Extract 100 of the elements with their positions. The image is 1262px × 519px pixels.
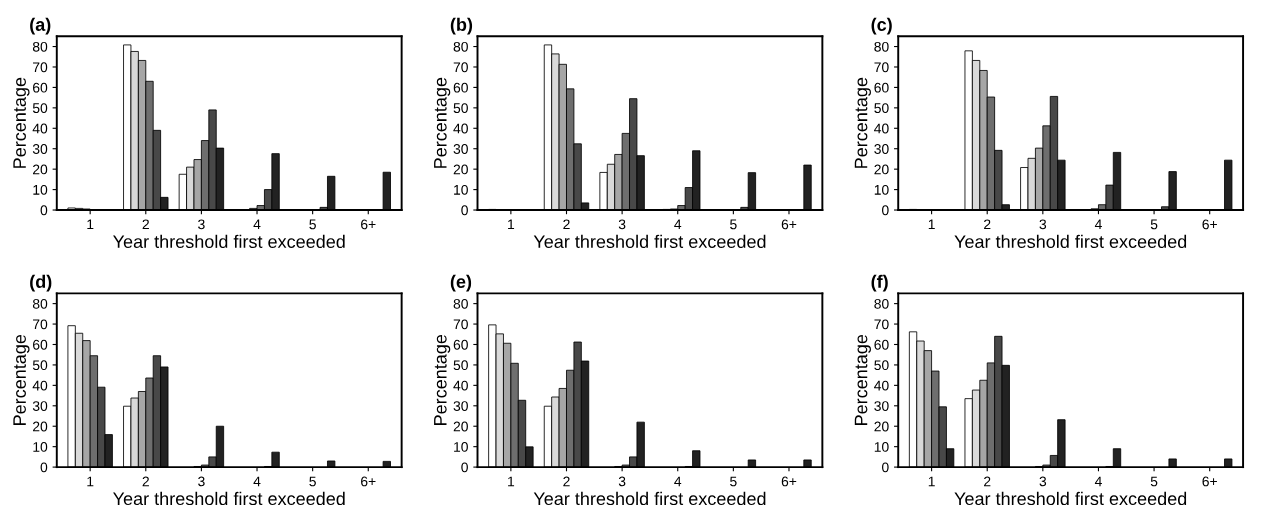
- x-axis-title: Year threshold first exceeded: [954, 491, 1187, 506]
- y-tick-label: 70: [33, 62, 48, 73]
- x-tick-label: 5: [1150, 219, 1158, 230]
- y-tick-label: 70: [33, 319, 48, 330]
- y-tick-label: 10: [454, 184, 468, 195]
- x-tick-label: 2: [984, 476, 991, 487]
- x-tick-label: 1: [508, 219, 515, 230]
- x-tick-label: 6+: [361, 476, 376, 487]
- y-tick-label: 50: [32, 103, 48, 114]
- chart-title: (c): [871, 17, 892, 35]
- x-tick-label: 4: [1094, 219, 1102, 230]
- y-axis-title: Percentage: [854, 334, 871, 425]
- y-tick-label: 40: [32, 123, 48, 134]
- x-tick-label: 5: [309, 476, 316, 487]
- y-tick-label: 50: [453, 103, 468, 114]
- x-tick-label: 2: [142, 476, 149, 487]
- y-axis-title: Percentage: [434, 77, 451, 168]
- x-tick-label: 6+: [361, 219, 376, 230]
- x-tick-label: 2: [142, 219, 149, 230]
- y-tick-label: 10: [874, 442, 889, 452]
- x-tick-label: 6+: [781, 476, 797, 487]
- y-tick-label: 70: [453, 62, 468, 73]
- x-tick-label: 4: [674, 219, 682, 230]
- y-tick-label: 80: [874, 298, 889, 309]
- y-tick-label: 50: [453, 360, 468, 371]
- y-tick-label: 80: [874, 41, 889, 52]
- x-tick-label: 3: [198, 476, 205, 487]
- y-tick-label: 20: [453, 164, 468, 175]
- y-tick-label: 40: [874, 123, 889, 134]
- y-axis-title: Percentage: [434, 334, 451, 425]
- y-tick-label: 40: [453, 123, 468, 134]
- y-tick-label: 0: [40, 205, 48, 216]
- x-tick-label: 6+: [1202, 219, 1217, 230]
- x-tick-label: 1: [87, 476, 94, 487]
- y-tick-label: 60: [33, 339, 48, 350]
- y-tick-label: 60: [453, 339, 468, 350]
- x-tick-label: 5: [730, 476, 737, 487]
- x-tick-label: 3: [198, 219, 205, 230]
- chart-title: (f): [871, 274, 888, 292]
- y-tick-label: 20: [874, 421, 889, 432]
- x-axis-title: Year threshold first exceeded: [533, 491, 766, 506]
- y-tick-label: 60: [33, 82, 48, 93]
- y-tick-label: 10: [33, 442, 48, 452]
- x-tick-label: 4: [1094, 476, 1102, 487]
- y-tick-label: 60: [453, 82, 468, 93]
- y-tick-label: 50: [874, 360, 889, 371]
- chart-title: (e): [450, 274, 472, 292]
- x-axis-title: Year threshold first exceeded: [533, 234, 766, 249]
- y-tick-label: 60: [874, 339, 889, 350]
- y-tick-label: 80: [453, 41, 468, 52]
- x-tick-label: 1: [928, 219, 935, 230]
- y-tick-label: 80: [32, 41, 48, 52]
- x-tick-label: 6+: [1202, 476, 1217, 487]
- y-tick-label: 40: [874, 380, 889, 391]
- y-tick-label: 30: [874, 401, 889, 411]
- y-tick-label: 10: [874, 184, 889, 195]
- y-tick-label: 40: [32, 380, 48, 391]
- y-tick-label: 30: [453, 144, 468, 154]
- y-tick-label: 80: [453, 298, 468, 309]
- y-tick-label: 80: [32, 298, 48, 309]
- y-tick-label: 20: [33, 421, 48, 432]
- x-tick-label: 5: [730, 219, 737, 230]
- y-tick-label: 0: [882, 462, 889, 473]
- y-tick-label: 30: [32, 401, 48, 411]
- y-axis-title: Percentage: [13, 77, 30, 168]
- x-axis-title: Year threshold first exceeded: [113, 234, 345, 249]
- x-tick-label: 5: [1150, 476, 1158, 487]
- y-tick-label: 30: [453, 401, 468, 411]
- y-tick-label: 0: [882, 205, 889, 216]
- chart-title: (a): [30, 17, 51, 35]
- y-tick-label: 60: [874, 82, 889, 93]
- y-tick-label: 40: [453, 380, 468, 391]
- y-tick-label: 20: [33, 164, 48, 175]
- x-tick-label: 3: [1039, 219, 1047, 230]
- x-tick-label: 4: [253, 219, 261, 230]
- y-tick-label: 70: [453, 319, 468, 330]
- x-tick-label: 5: [309, 219, 316, 230]
- y-axis-title: Percentage: [854, 77, 871, 168]
- x-tick-label: 3: [618, 219, 626, 230]
- y-tick-label: 20: [453, 421, 468, 432]
- x-tick-label: 2: [563, 476, 570, 487]
- y-tick-label: 10: [454, 442, 468, 452]
- y-tick-label: 30: [874, 144, 889, 154]
- x-tick-label: 1: [508, 476, 515, 487]
- y-tick-label: 0: [40, 462, 48, 473]
- x-tick-label: 1: [928, 476, 935, 487]
- x-tick-label: 4: [253, 476, 261, 487]
- y-tick-label: 50: [32, 360, 48, 371]
- y-tick-label: 20: [874, 164, 889, 175]
- y-tick-label: 30: [32, 144, 48, 154]
- x-tick-label: 2: [984, 219, 991, 230]
- chart-title: (d): [30, 274, 52, 292]
- y-tick-label: 10: [33, 184, 48, 195]
- y-tick-label: 50: [874, 103, 889, 114]
- y-axis-title: Percentage: [13, 334, 30, 425]
- x-axis-title: Year threshold first exceeded: [954, 234, 1187, 249]
- x-axis-title: Year threshold first exceeded: [113, 491, 345, 506]
- y-tick-label: 0: [461, 462, 468, 473]
- x-tick-label: 2: [563, 219, 570, 230]
- x-tick-label: 1: [87, 219, 94, 230]
